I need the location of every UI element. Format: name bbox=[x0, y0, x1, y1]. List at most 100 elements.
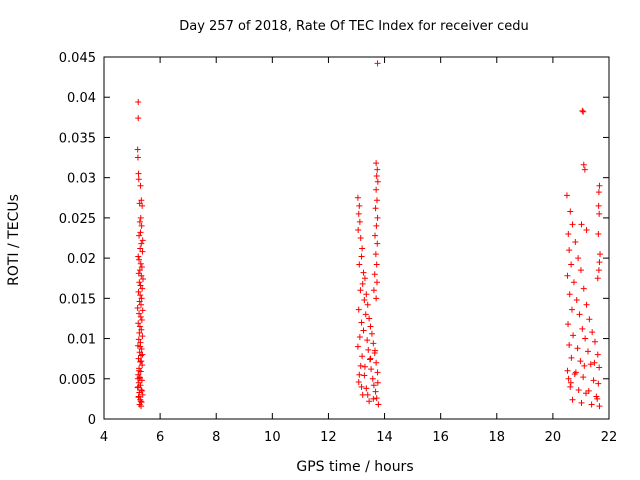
data-point bbox=[136, 310, 143, 317]
data-point bbox=[139, 351, 146, 358]
data-point bbox=[357, 362, 364, 369]
data-point bbox=[137, 398, 144, 405]
data-point bbox=[358, 383, 365, 390]
data-point bbox=[589, 329, 596, 336]
data-point bbox=[370, 395, 377, 402]
data-point bbox=[566, 247, 573, 254]
data-point bbox=[139, 307, 146, 314]
data-point bbox=[372, 251, 379, 258]
data-point bbox=[354, 194, 361, 201]
data-point bbox=[595, 380, 602, 387]
data-point bbox=[566, 341, 573, 348]
data-point bbox=[595, 267, 602, 274]
x-tick-label: 22 bbox=[601, 430, 618, 445]
data-point bbox=[137, 229, 144, 236]
data-point bbox=[357, 235, 364, 241]
data-point bbox=[135, 320, 142, 327]
data-point bbox=[356, 371, 363, 378]
data-point bbox=[374, 60, 381, 67]
data-point bbox=[358, 253, 365, 260]
data-point bbox=[569, 396, 576, 403]
data-point bbox=[364, 391, 371, 398]
data-point bbox=[360, 327, 367, 334]
data-point bbox=[364, 337, 371, 344]
y-tick-label: 0.005 bbox=[59, 373, 96, 388]
data-point bbox=[361, 275, 368, 282]
data-point bbox=[373, 222, 380, 229]
data-point bbox=[590, 377, 597, 384]
data-point bbox=[365, 346, 372, 353]
data-point bbox=[138, 197, 145, 204]
data-point bbox=[136, 256, 143, 263]
data-point bbox=[369, 375, 376, 382]
data-point bbox=[135, 288, 142, 295]
data-point bbox=[573, 296, 580, 303]
y-tick-label: 0.045 bbox=[59, 51, 96, 66]
plot-frame bbox=[103, 56, 610, 420]
data-point bbox=[139, 333, 146, 340]
data-point bbox=[358, 319, 365, 326]
x-tick-label: 4 bbox=[100, 430, 108, 445]
data-point bbox=[564, 367, 571, 374]
data-point bbox=[575, 387, 582, 394]
data-point bbox=[578, 221, 585, 228]
data-point bbox=[136, 232, 143, 239]
y-tick-label: 0.015 bbox=[59, 292, 96, 307]
data-point bbox=[370, 340, 377, 347]
data-point bbox=[139, 248, 146, 255]
data-point bbox=[138, 326, 145, 333]
data-point bbox=[595, 202, 602, 209]
data-point bbox=[594, 395, 601, 402]
data-point bbox=[138, 377, 145, 384]
data-point bbox=[570, 279, 577, 286]
data-point bbox=[580, 285, 587, 292]
x-tick-label: 16 bbox=[432, 430, 449, 445]
data-point bbox=[595, 230, 602, 237]
data-point bbox=[580, 161, 587, 168]
data-point bbox=[372, 232, 379, 239]
data-point bbox=[139, 391, 146, 398]
data-point bbox=[596, 364, 603, 371]
data-point bbox=[595, 189, 602, 196]
data-point bbox=[355, 306, 362, 313]
tick-labels: 4 6 8 10 12 14 16 18 20 22 0 0.005 0.01 0.015 0.02 0.02… bbox=[59, 51, 617, 445]
data-point bbox=[370, 382, 377, 389]
data-point bbox=[139, 202, 146, 209]
data-point bbox=[136, 298, 143, 305]
data-point bbox=[580, 374, 587, 381]
data-point bbox=[138, 222, 145, 229]
data-point bbox=[596, 403, 603, 410]
x-tick-label: 12 bbox=[320, 430, 337, 445]
data-point bbox=[354, 343, 361, 350]
data-point bbox=[135, 115, 142, 122]
data-point bbox=[136, 267, 143, 274]
data-points bbox=[134, 60, 604, 410]
data-point bbox=[582, 335, 589, 342]
data-point bbox=[138, 358, 145, 365]
data-point bbox=[373, 395, 380, 402]
x-tick-label: 18 bbox=[489, 430, 506, 445]
data-point bbox=[357, 287, 364, 294]
y-tick-label: 0.01 bbox=[67, 333, 96, 348]
data-point bbox=[136, 367, 143, 374]
data-point bbox=[361, 363, 368, 370]
data-point bbox=[568, 354, 575, 361]
data-point bbox=[138, 352, 145, 359]
data-point bbox=[135, 393, 142, 400]
y-tick-label: 0.02 bbox=[67, 252, 96, 267]
data-point bbox=[356, 261, 363, 268]
data-point bbox=[591, 338, 598, 345]
data-point bbox=[572, 369, 579, 376]
data-point bbox=[374, 178, 381, 185]
data-point bbox=[586, 316, 593, 323]
data-point bbox=[566, 291, 573, 298]
data-point bbox=[373, 295, 380, 302]
data-point bbox=[135, 170, 142, 177]
data-point bbox=[588, 401, 595, 408]
data-point bbox=[355, 378, 362, 385]
data-point bbox=[373, 359, 380, 366]
y-tick-label: 0 bbox=[88, 413, 96, 428]
data-point bbox=[139, 276, 146, 283]
data-point bbox=[373, 173, 380, 180]
